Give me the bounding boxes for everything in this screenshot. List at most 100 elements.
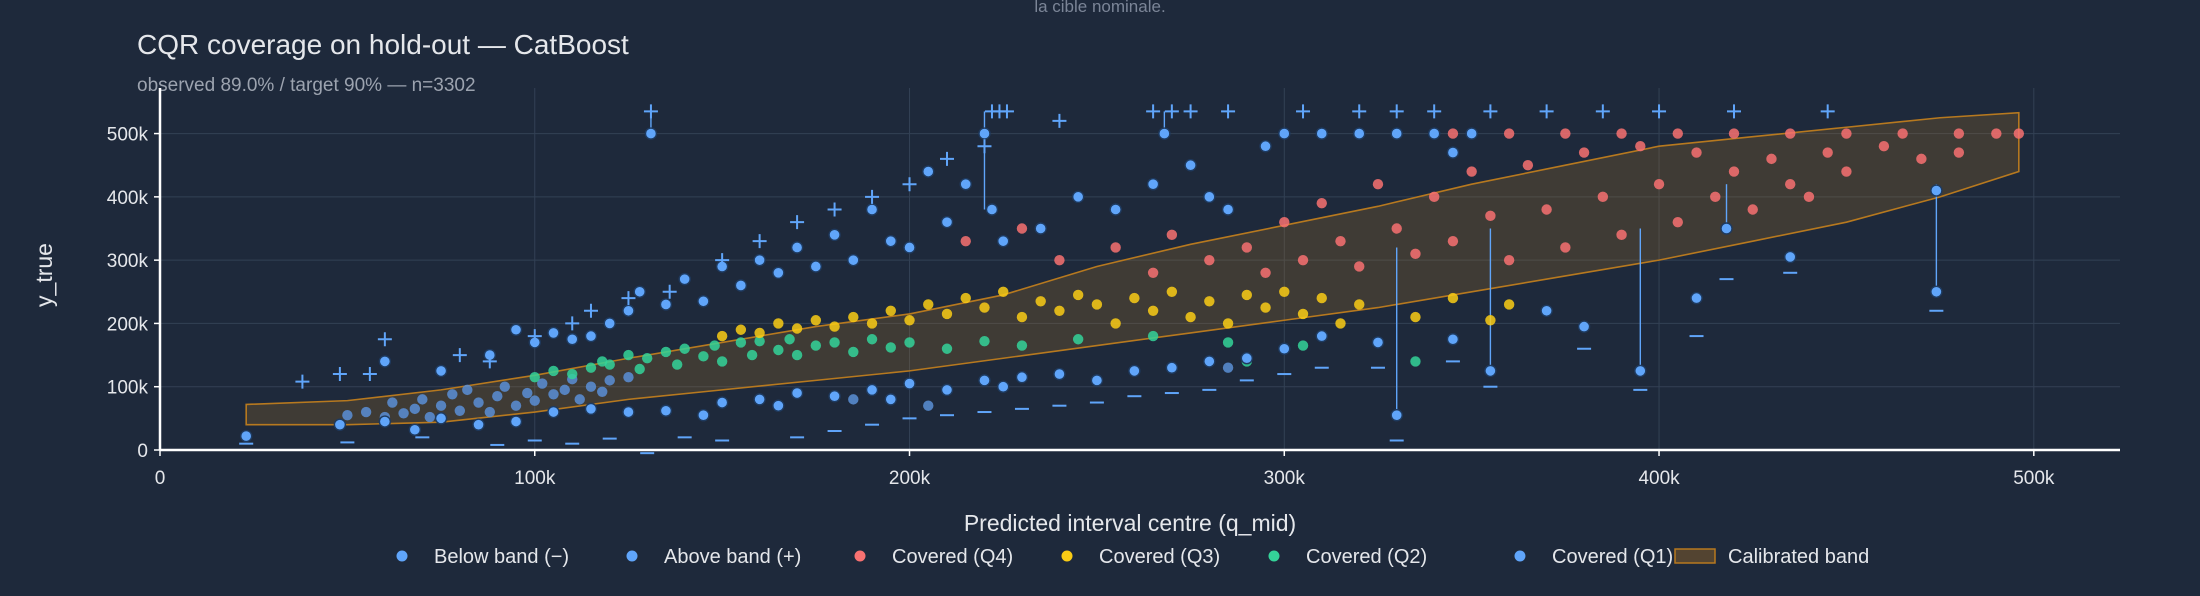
legend-swatch-band bbox=[1674, 548, 1716, 564]
point-covered-q4 bbox=[1728, 128, 1740, 139]
point-covered-q1 bbox=[597, 386, 608, 397]
point-covered-q1 bbox=[623, 372, 634, 383]
point-below-band bbox=[790, 386, 804, 400]
plus-marker bbox=[1595, 104, 1610, 119]
point-above-band bbox=[1158, 127, 1171, 140]
point-above-band bbox=[753, 253, 766, 267]
point-covered-q4 bbox=[1335, 235, 1346, 247]
point-covered-q1 bbox=[529, 395, 540, 406]
y-axis-label: y_true bbox=[31, 243, 57, 307]
plus-marker bbox=[621, 291, 636, 306]
point-covered-q2 bbox=[1222, 337, 1234, 348]
point-covered-q3 bbox=[1016, 311, 1028, 323]
point-covered-q3 bbox=[960, 292, 971, 304]
point-above-band bbox=[566, 333, 579, 346]
point-below-band bbox=[1720, 222, 1733, 235]
point-covered-q3 bbox=[1485, 315, 1496, 326]
point-covered-q4 bbox=[1953, 147, 1965, 158]
x-tick-label: 200k bbox=[889, 468, 931, 489]
point-covered-q4 bbox=[1372, 178, 1384, 190]
point-below-band bbox=[547, 405, 560, 419]
point-above-band bbox=[790, 241, 804, 254]
point-covered-q1 bbox=[1222, 362, 1234, 373]
point-covered-q3 bbox=[1147, 305, 1159, 316]
point-below-band bbox=[622, 405, 635, 419]
point-covered-q4 bbox=[1503, 254, 1515, 266]
point-covered-q1 bbox=[574, 394, 585, 405]
tick-labels: 0 100k 200k 300k 400k 500k 0 100k 200k 300k 400k 50… bbox=[107, 125, 2055, 489]
point-covered-q4 bbox=[1785, 128, 1796, 139]
legend-label-above: Above band (+) bbox=[664, 546, 801, 568]
point-covered-q2 bbox=[791, 349, 803, 361]
point-covered-q1 bbox=[492, 391, 503, 402]
point-below-band bbox=[1577, 320, 1591, 333]
point-covered-q4 bbox=[1841, 166, 1852, 177]
point-covered-q2 bbox=[660, 346, 672, 358]
point-covered-q2 bbox=[979, 335, 990, 347]
caption-fragment: la cible nominale. bbox=[1034, 0, 1165, 16]
point-below-band bbox=[584, 402, 598, 416]
point-below-band bbox=[997, 380, 1010, 393]
point-covered-q4 bbox=[1279, 216, 1290, 228]
legend-label-below: Below band (−) bbox=[434, 546, 569, 568]
plus-marker bbox=[295, 374, 310, 389]
point-covered-q2 bbox=[784, 334, 795, 345]
point-covered-q3 bbox=[1354, 299, 1365, 310]
point-covered-q3 bbox=[1297, 308, 1309, 320]
plus-marker bbox=[565, 316, 580, 331]
point-above-band bbox=[644, 127, 658, 140]
point-below-band bbox=[1128, 364, 1141, 378]
point-covered-q3 bbox=[1335, 318, 1346, 329]
point-below-band bbox=[1930, 184, 1943, 197]
chart-title: CQR coverage on hold-out — CatBoost bbox=[137, 29, 629, 60]
point-covered-q4 bbox=[1672, 128, 1683, 139]
point-above-band bbox=[622, 304, 635, 317]
band-area bbox=[245, 111, 2020, 426]
point-above-band bbox=[828, 228, 841, 242]
plus-marker bbox=[1727, 104, 1741, 119]
x-axis-label: Predicted interval centre (q_mid) bbox=[964, 510, 1296, 536]
point-covered-q4 bbox=[1578, 147, 1590, 158]
point-covered-q4 bbox=[1391, 223, 1402, 234]
point-covered-q1 bbox=[499, 381, 510, 392]
point-covered-q4 bbox=[1878, 141, 1890, 152]
point-below-band bbox=[978, 374, 991, 387]
x-tick-label: 400k bbox=[1638, 468, 1680, 489]
point-covered-q4 bbox=[1522, 160, 1534, 171]
point-covered-q3 bbox=[791, 323, 803, 334]
point-covered-q2 bbox=[604, 359, 615, 370]
plus-marker bbox=[643, 104, 658, 119]
point-covered-q3 bbox=[1166, 286, 1178, 297]
point-below-band bbox=[715, 396, 729, 409]
point-covered-q4 bbox=[1560, 128, 1571, 139]
point-covered-q4 bbox=[1204, 254, 1215, 266]
point-covered-q4 bbox=[1147, 267, 1159, 278]
plus-marker bbox=[452, 348, 467, 363]
point-covered-q2 bbox=[1147, 330, 1159, 342]
point-above-band bbox=[922, 165, 935, 178]
point-covered-q2 bbox=[735, 337, 747, 348]
point-covered-q3 bbox=[979, 302, 990, 313]
y-tick-label: 300k bbox=[107, 251, 149, 272]
point-above-band bbox=[865, 203, 879, 216]
legend-label-band: Calibrated band bbox=[1728, 546, 1869, 568]
point-below-band bbox=[865, 383, 879, 397]
legend-label-q3: Covered (Q3) bbox=[1099, 546, 1220, 568]
point-covered-q1 bbox=[387, 397, 398, 408]
plus-marker bbox=[1483, 104, 1498, 119]
point-covered-q1 bbox=[454, 405, 466, 416]
plus-marker bbox=[715, 253, 730, 268]
point-below-band bbox=[753, 393, 766, 406]
point-below-band bbox=[509, 415, 523, 428]
legend-swatch-q2 bbox=[1268, 550, 1280, 562]
point-covered-q4 bbox=[1466, 166, 1477, 177]
legend-swatch-q3 bbox=[1061, 550, 1073, 562]
point-below-band bbox=[1446, 333, 1460, 346]
point-below-band bbox=[1278, 342, 1291, 355]
point-above-band bbox=[1071, 190, 1085, 204]
point-covered-q2 bbox=[941, 343, 953, 354]
point-below-band bbox=[697, 408, 710, 422]
plus-marker bbox=[482, 354, 497, 369]
point-covered-q3 bbox=[754, 327, 765, 339]
